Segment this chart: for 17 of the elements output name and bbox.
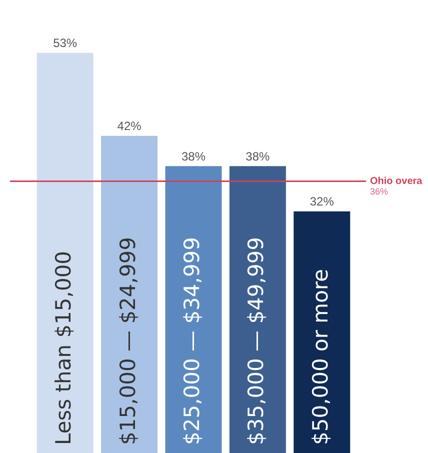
x-tick-label: $35,000 — $49,999 xyxy=(244,236,268,445)
bar xyxy=(294,211,350,453)
text: 36% xyxy=(370,186,388,197)
ref-line-label: Ohio overa xyxy=(370,176,423,187)
bar xyxy=(101,136,158,453)
x-tick-label: $50,000 or more xyxy=(308,268,332,445)
bar xyxy=(165,166,222,453)
data-label: 42% xyxy=(117,119,142,134)
data-label: 38% xyxy=(246,149,270,164)
x-tick-label: Less than $15,000 xyxy=(52,250,76,445)
data-label: 53% xyxy=(53,36,78,50)
bar xyxy=(229,166,286,453)
data-label: 32% xyxy=(310,194,334,209)
data-label: 38% xyxy=(181,149,206,164)
x-tick-label: $25,000 — $34,999 xyxy=(180,236,204,445)
bar xyxy=(36,52,94,453)
x-tick-label: $15,000 — $24,999 xyxy=(116,236,140,445)
